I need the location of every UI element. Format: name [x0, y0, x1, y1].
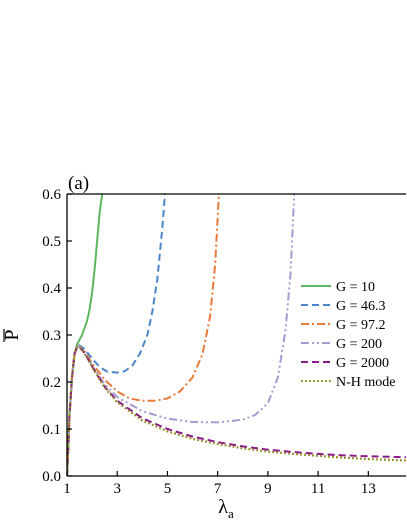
y-tick-label-4: 0.4 [42, 281, 61, 297]
y-tick-label-2: 0.2 [42, 375, 61, 391]
legend-label-0: G = 10 [336, 280, 375, 295]
y-axis-label: P [1, 329, 23, 340]
x-axis-label-subscript: a [228, 506, 234, 521]
x-tick-label-2: 5 [164, 481, 172, 497]
x-tick-label-6: 13 [361, 481, 376, 497]
x-tick-label-5: 11 [311, 481, 325, 497]
y-tick-label-6: 0.6 [42, 187, 61, 203]
x-tick-label-4: 9 [264, 481, 272, 497]
x-axis-label-main: λ [218, 496, 228, 518]
legend-label-4: G = 2000 [336, 356, 389, 371]
axes: 1 3 5 7 9 11 130.00.10.20.30.40.50.6 [42, 187, 406, 497]
legend-label-5: N-H mode [336, 375, 396, 390]
x-tick-label-1: 3 [113, 481, 121, 497]
panel-label: (a) [68, 173, 89, 194]
legend-label-1: G = 46.3 [336, 299, 386, 314]
x-tick-label-3: 7 [214, 481, 222, 497]
legend: G = 10 G = 46.3 G = 97.2 G = 200 G = 2000 N-H… [301, 280, 396, 390]
y-tick-label-1: 0.1 [42, 422, 61, 438]
y-tick-label-0: 0.0 [42, 469, 61, 485]
series-line-2 [67, 194, 220, 476]
series-line-5 [67, 346, 406, 476]
series-line-4 [67, 346, 406, 476]
y-tick-label-5: 0.5 [42, 234, 61, 250]
y-tick-label-3: 0.3 [42, 328, 61, 344]
legend-label-3: G = 200 [336, 337, 382, 352]
legend-label-2: G = 97.2 [336, 318, 386, 333]
plot-area [67, 194, 406, 476]
series-line-0 [67, 194, 104, 476]
x-axis-label: λa [218, 496, 234, 521]
x-tick-label-0: 1 [63, 481, 71, 497]
